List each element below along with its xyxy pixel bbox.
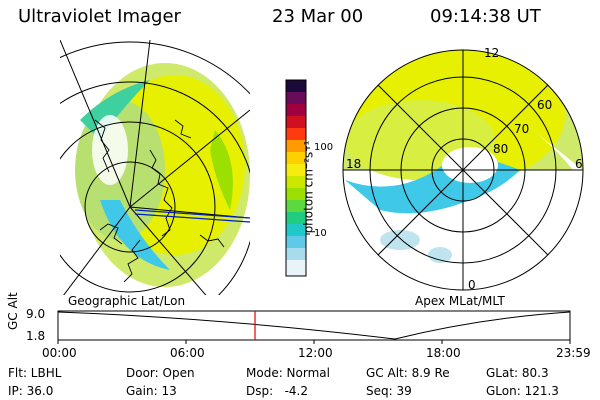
altitude-ytop: 9.0 — [26, 307, 46, 321]
lat-80-label: 80 — [493, 142, 509, 156]
altitude-xtick-1: 06:00 — [170, 346, 205, 360]
altitude-ybottom: 1.8 — [26, 329, 46, 343]
status-mode: Mode: Normal — [246, 366, 330, 380]
status-glon: GLon: 121.3 — [486, 384, 559, 398]
status-flt: Flt: LBHL — [8, 366, 62, 380]
altitude-xtick-3: 18:00 — [426, 346, 461, 360]
left-panel-label: Geographic Lat/Lon — [68, 294, 186, 308]
right-panel-label: Apex MLat/MLT — [415, 294, 505, 308]
colorbar — [285, 79, 310, 277]
mlt-6-label: 6 — [575, 157, 583, 171]
colorbar-tick-10: 10 — [314, 228, 327, 239]
status-gcalt: GC Alt: 8.9 Re — [366, 366, 450, 380]
mlt-0-label: 0 — [468, 278, 476, 292]
altitude-xtick-4: 23:59 — [556, 346, 591, 360]
mlt-12-label: 12 — [484, 46, 500, 60]
lat-70-label: 70 — [514, 122, 530, 136]
altitude-xtick-0: 00:00 — [42, 346, 77, 360]
altitude-ylabel: GC Alt — [6, 292, 20, 330]
status-seq: Seq: 39 — [366, 384, 412, 398]
colorbar-tick-100: 100 — [314, 142, 334, 153]
status-gain: Gain: 13 — [126, 384, 177, 398]
altitude-xtick-2: 12:00 — [298, 346, 333, 360]
status-ip: IP: 36.0 — [8, 384, 54, 398]
status-dsp: Dsp: -4.2 — [246, 384, 309, 398]
date-label: 23 Mar 00 — [272, 6, 364, 27]
altitude-plot — [57, 310, 571, 344]
status-door: Door: Open — [126, 366, 195, 380]
mlt-18-label: 18 — [346, 157, 362, 171]
colorbar-unit-label: photon cm⁻²s⁻¹ — [301, 140, 316, 234]
lat-60-label: 60 — [537, 98, 553, 112]
time-label: 09:14:38 UT — [430, 6, 541, 27]
instrument-title: Ultraviolet Imager — [18, 6, 181, 27]
status-glat: GLat: 80.3 — [486, 366, 549, 380]
